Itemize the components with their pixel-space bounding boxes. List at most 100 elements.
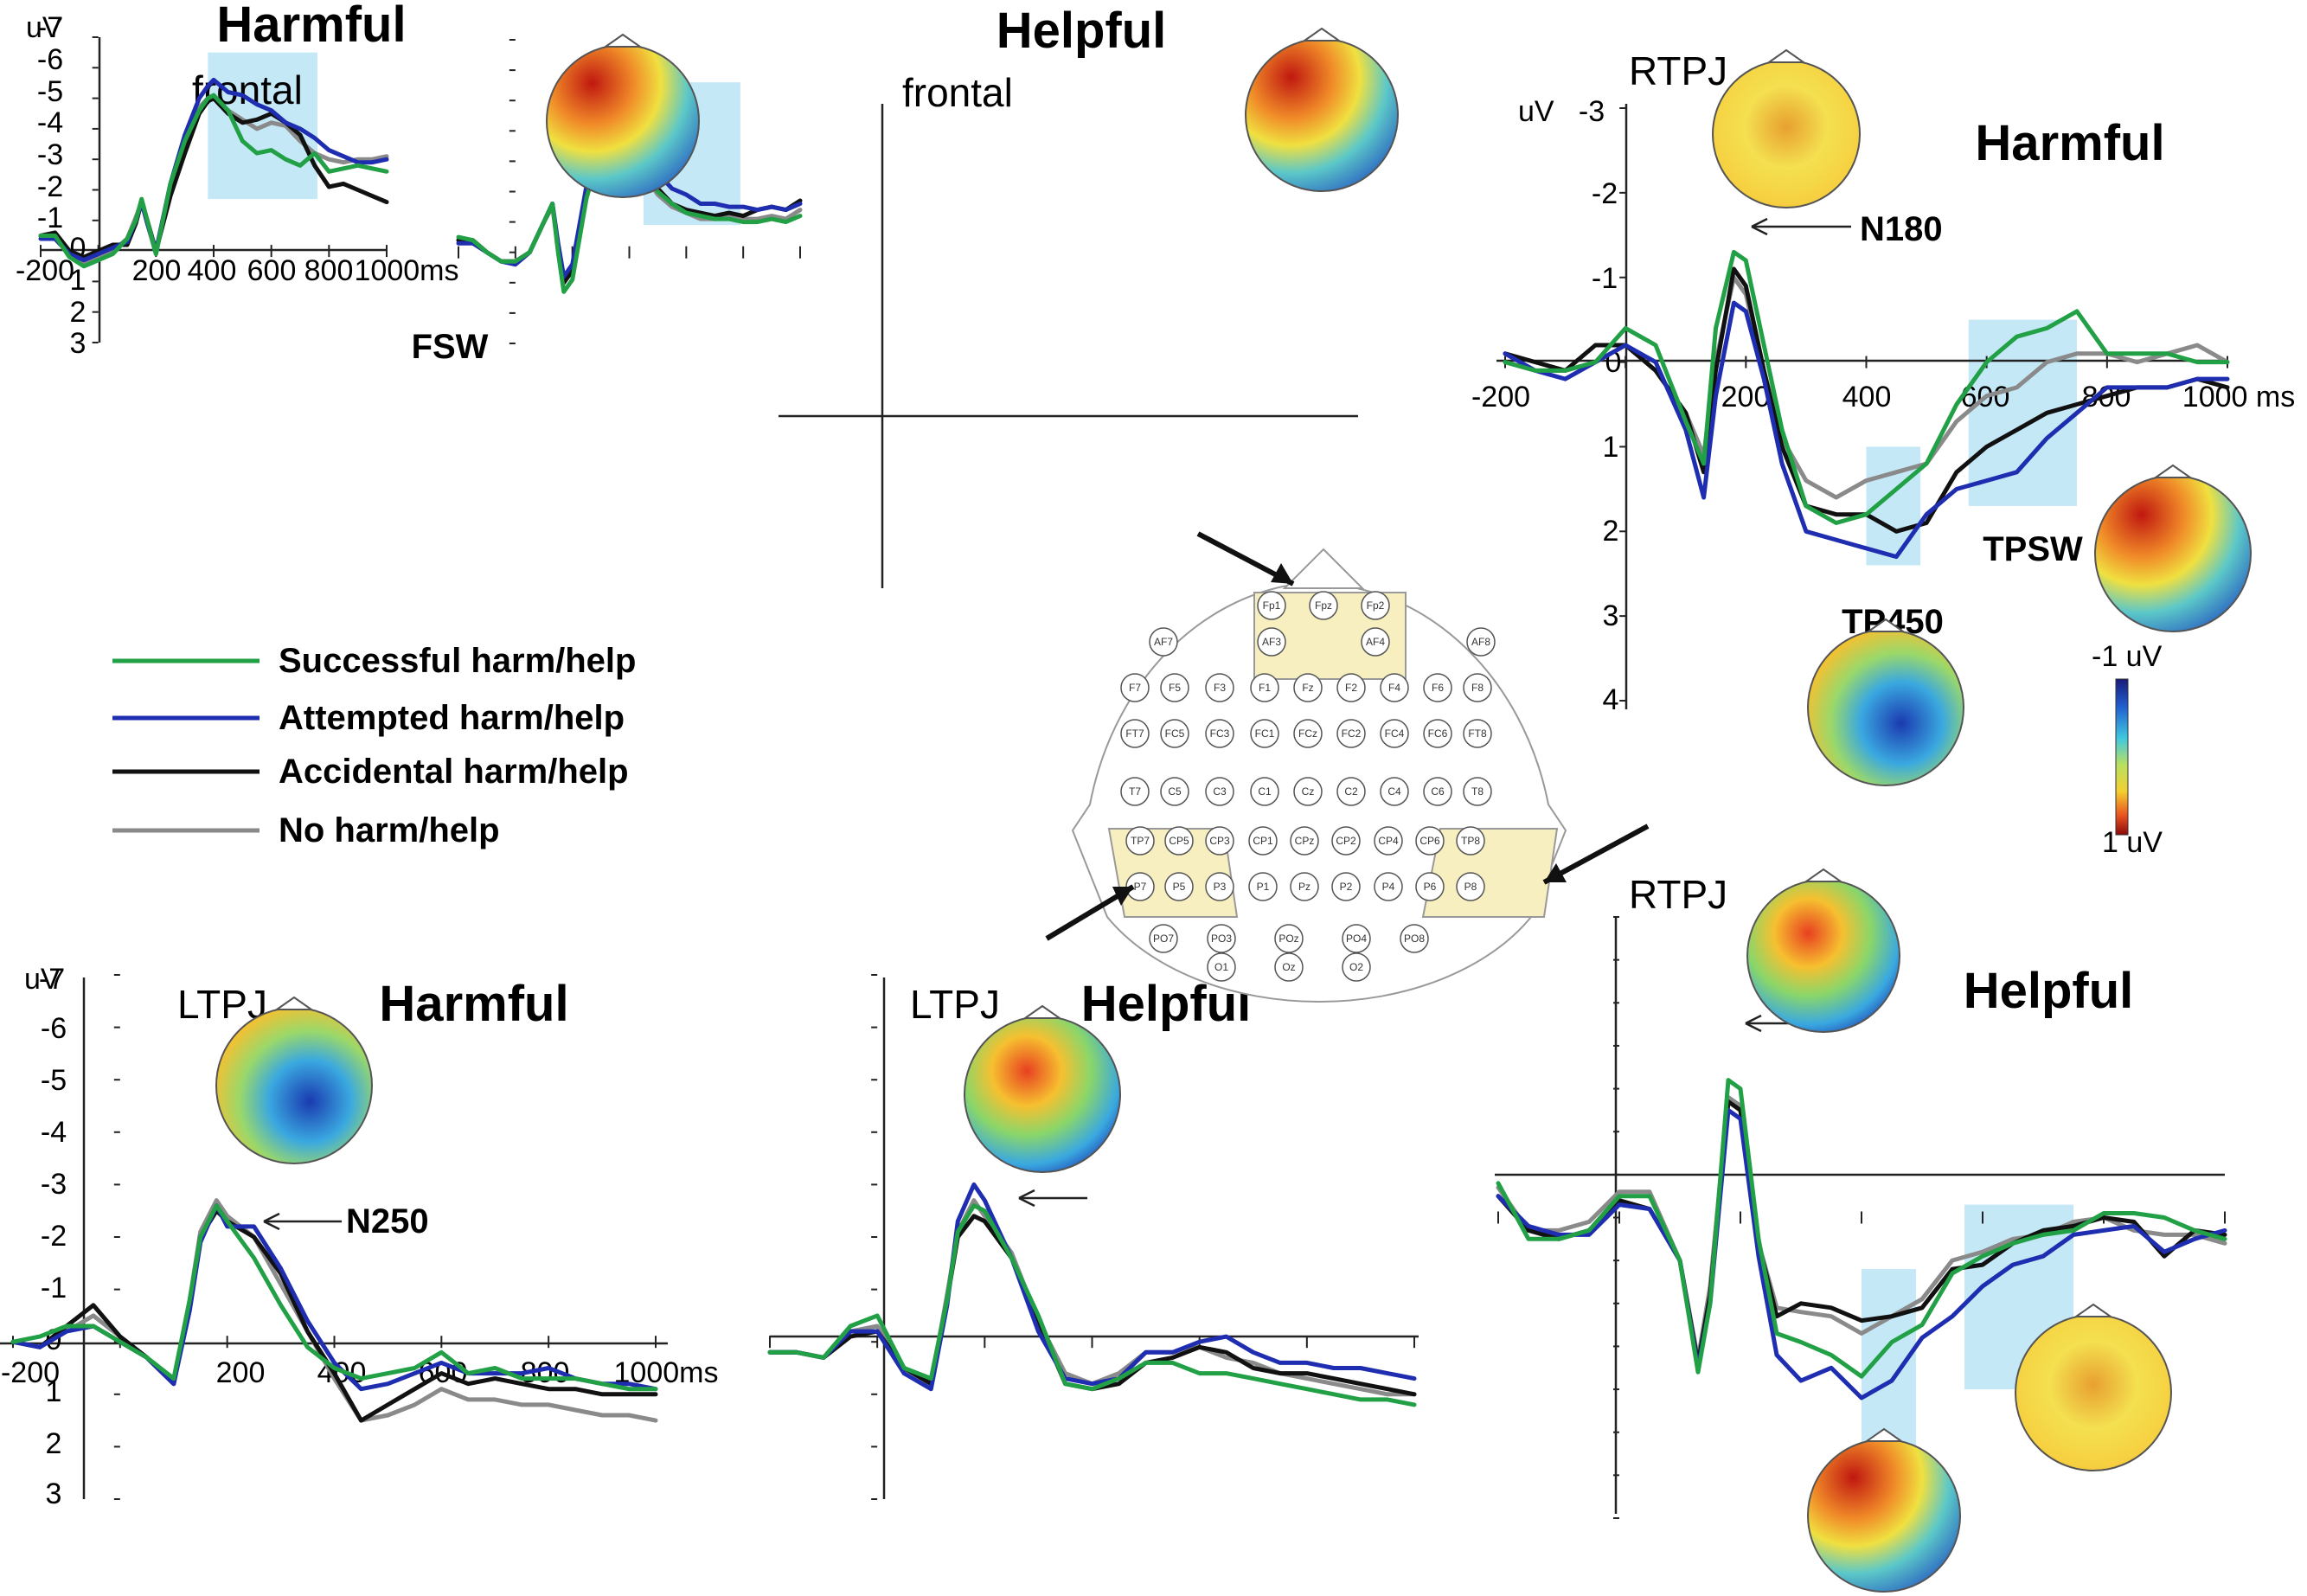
electrode-oz: Oz [1274,952,1304,982]
y-unit-label: uV [26,11,62,44]
x-tick-label: 200 [132,254,182,287]
svg-text:O2: O2 [1349,961,1363,973]
electrode-f5: F5 [1160,673,1189,702]
y-tick-label: -2 [1592,177,1618,210]
svg-text:F6: F6 [1432,682,1444,694]
electrode-ft8: FT8 [1463,719,1492,748]
svg-text:F1: F1 [1259,682,1271,694]
topo-map-icon [1746,868,1900,1033]
x-tick-label: 200 [216,1356,266,1389]
electrode-tp8: TP8 [1456,826,1485,856]
svg-text:TP8: TP8 [1461,835,1480,847]
svg-text:F4: F4 [1388,682,1400,694]
electrode-af7: AF7 [1149,627,1178,657]
y-tick-label: -2 [41,1220,67,1253]
svg-text:P6: P6 [1424,881,1437,893]
topo-map-icon [2015,1303,2172,1471]
series-line-attempted [1496,1107,2227,1401]
colorbar-top-label: -1 uV [2092,640,2163,673]
y-tick-label: -3 [41,1168,67,1201]
electrode-f2: F2 [1336,673,1366,702]
panel-ltpj-helpful: Helpful LTPJ [767,974,1419,1500]
svg-text:TP7: TP7 [1131,835,1150,847]
svg-text:T7: T7 [1129,785,1141,798]
svg-text:F2: F2 [1345,682,1357,694]
y-tick-label: -3 [37,138,63,171]
y-tick-label: -6 [37,43,63,76]
electrode-pz: Pz [1290,872,1319,901]
electrode-fc2: FC2 [1336,719,1366,748]
series-line-successful [38,93,389,269]
svg-text:AF4: AF4 [1366,636,1385,648]
topo-map-icon [215,996,373,1164]
region-label: frontal [902,70,1013,115]
electrode-po4: PO4 [1342,924,1371,953]
svg-text:PO4: PO4 [1346,933,1367,945]
svg-text:Oz: Oz [1282,961,1295,973]
series-lines [10,1198,658,1423]
electrode-o1: O1 [1207,952,1236,982]
svg-text:CPz: CPz [1295,835,1315,847]
y-tick-label: 1 [70,264,87,297]
electrode-cz: Cz [1293,777,1323,806]
svg-text:P4: P4 [1382,881,1395,893]
electrode-cp3: CP3 [1205,826,1234,856]
electrode-fpz: Fpz [1309,591,1338,620]
svg-text:FT8: FT8 [1468,727,1487,740]
colorbar: -1 uV 1 uV [2092,640,2163,859]
svg-text:POz: POz [1278,933,1298,945]
svg-text:F3: F3 [1214,682,1226,694]
y-tick-label: 2 [1603,515,1619,548]
y-tick-label: -4 [41,1116,67,1149]
legend-label: Attempted harm/help [279,699,625,737]
electrode-fc5: FC5 [1160,719,1189,748]
x-tick-label: 400 [188,254,237,287]
topo-map-icon [546,33,700,198]
electrode-f7: F7 [1120,673,1150,702]
topo-map-icon [964,1004,1121,1173]
n180-label: N180 [1860,210,1943,248]
electrode-c2: C2 [1336,777,1366,806]
svg-text:F8: F8 [1471,682,1484,694]
series-line-attempted [767,1182,1417,1392]
panel-frontal-harmful: uV -7 -6 -5 -4 -3 -2 -1 0 1 2 3 -200 200… [16,0,489,366]
y-tick-label: 1 [46,1375,62,1408]
svg-text:Fz: Fz [1302,682,1313,694]
y-tick-label: -7 [39,963,65,996]
y-tick-label: -7 [37,11,63,44]
svg-text:P7: P7 [1134,881,1147,893]
electrode-cp5: CP5 [1164,826,1194,856]
svg-text:P3: P3 [1214,881,1227,893]
electrode-montage: Fp1 Fpz Fp2 AF7 AF3 AF4 AF8 F7 F5 F3 F1 Fz F2 F4 F6 F8 F… [1045,531,1650,1003]
svg-text:AF8: AF8 [1471,636,1490,648]
x-tick-label: -200 [16,254,74,287]
electrode-c4: C4 [1380,777,1409,806]
svg-text:AF3: AF3 [1262,636,1281,648]
x-tick-label: 200 [1721,381,1771,413]
series-line-successful [1503,249,2230,525]
electrode-f4: F4 [1380,673,1409,702]
legend-label: Accidental harm/help [279,753,629,791]
svg-text:Fp2: Fp2 [1367,599,1385,612]
x-tick-label: 600 [247,254,297,287]
axis-ticks [1504,107,2228,702]
electrode-p1: P1 [1248,872,1278,901]
x-tick-label: 400 [1842,381,1892,413]
y-tick-label: 3 [1603,599,1619,632]
electrode-cp4: CP4 [1374,826,1403,856]
svg-text:FCz: FCz [1298,727,1317,740]
y-tick-label: -5 [37,75,63,108]
svg-text:CP3: CP3 [1209,835,1230,847]
svg-text:CP4: CP4 [1378,835,1399,847]
highlight-window [1862,1269,1916,1458]
fsw-label: FSW [412,328,489,366]
svg-text:F5: F5 [1169,682,1181,694]
series-line-successful [1496,1078,2227,1379]
electrode-tp7: TP7 [1125,826,1155,856]
x-tick-label: 1000 ms [2182,381,2295,413]
colorbar-gradient [2115,678,2129,836]
series-line-accidental [10,1208,658,1423]
electrode-p6: P6 [1415,872,1445,901]
y-tick-label: -4 [37,106,63,139]
